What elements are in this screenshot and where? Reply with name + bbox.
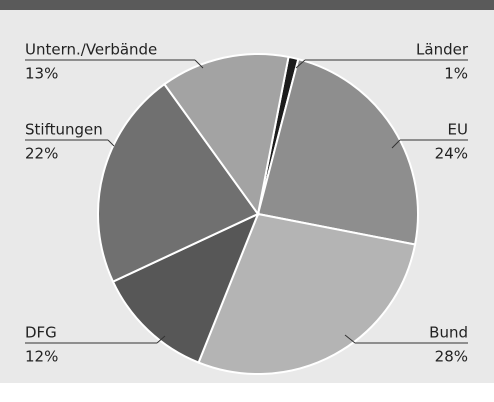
leader-line: [194, 59, 204, 69]
slice-value: 24%: [435, 145, 468, 163]
slice-label: Stiftungen: [25, 121, 103, 139]
pie-slice: [111, 212, 260, 364]
leader-line: [344, 334, 356, 344]
slice-label: DFG: [25, 324, 57, 342]
pie-slice: [256, 57, 419, 246]
slice-label: Untern./Verbände: [25, 41, 157, 59]
pie-slice: [163, 53, 290, 217]
slice-label: EU: [448, 121, 468, 139]
slice-value: 13%: [25, 65, 58, 83]
slice-label: Länder: [416, 41, 469, 59]
slice-value: 1%: [444, 65, 468, 83]
header-strip: [0, 0, 494, 10]
pie-slice: [197, 212, 417, 375]
leader-line: [107, 139, 115, 147]
pie-slice: [97, 82, 260, 283]
slice-value: 12%: [25, 348, 58, 366]
leader-line: [391, 139, 401, 149]
slice-value: 22%: [25, 145, 58, 163]
slice-label: Bund: [429, 324, 468, 342]
leader-line: [295, 59, 306, 69]
slice-value: 28%: [435, 348, 468, 366]
leader-line: [156, 335, 166, 344]
